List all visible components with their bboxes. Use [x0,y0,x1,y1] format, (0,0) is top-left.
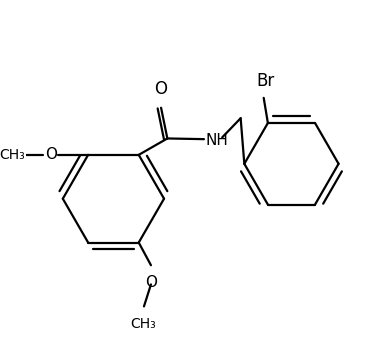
Text: O: O [155,80,167,98]
Text: O: O [45,147,57,162]
Text: O: O [145,275,157,290]
Text: CH₃: CH₃ [0,148,25,162]
Text: Br: Br [256,72,274,90]
Text: CH₃: CH₃ [130,317,156,331]
Text: NH: NH [206,134,229,148]
